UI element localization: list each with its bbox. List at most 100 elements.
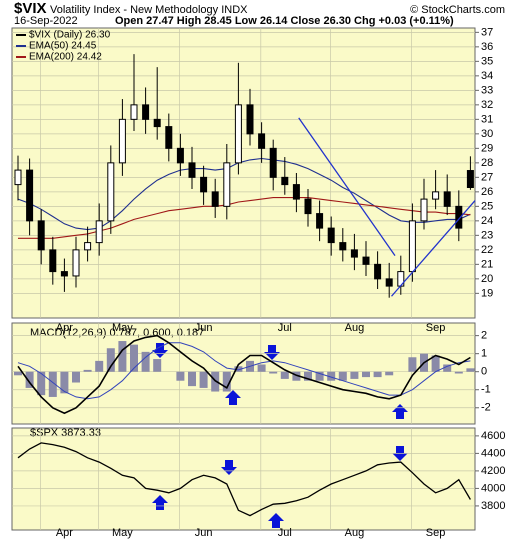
histogram-bar bbox=[362, 371, 370, 378]
candle-body bbox=[292, 184, 300, 200]
candle-body bbox=[432, 191, 440, 200]
x-tick-label: Aug bbox=[345, 527, 365, 539]
quote: Open 27.47 High 28.45 Low 26.14 Close 26… bbox=[115, 15, 454, 27]
histogram-bar bbox=[385, 371, 394, 376]
y-tick-label: 25 bbox=[481, 200, 493, 212]
y-tick-label: 37 bbox=[481, 26, 493, 38]
y-tick-label: -2 bbox=[481, 402, 491, 414]
histogram-bar bbox=[315, 371, 324, 381]
histogram-bar bbox=[466, 368, 475, 372]
candle-body bbox=[362, 256, 370, 265]
arrow bbox=[152, 343, 168, 358]
histogram-bar bbox=[269, 371, 278, 374]
y-tick-label: 2 bbox=[481, 330, 487, 342]
candle-body bbox=[350, 249, 358, 258]
y-tick-label: 33 bbox=[481, 84, 493, 96]
arrow bbox=[225, 390, 241, 405]
candle-body bbox=[443, 191, 451, 207]
candle-body bbox=[49, 249, 57, 273]
x-tick-label: May bbox=[112, 527, 133, 539]
histogram-bar bbox=[176, 371, 185, 381]
histogram-bar bbox=[188, 371, 196, 387]
histogram-bar bbox=[454, 371, 463, 374]
y-tick-label: 28 bbox=[481, 157, 493, 169]
y-tick-label: 1 bbox=[481, 348, 487, 360]
histogram-bar bbox=[350, 371, 359, 379]
histogram-bar bbox=[338, 371, 347, 381]
trendline bbox=[298, 117, 396, 257]
candle-body bbox=[211, 191, 219, 207]
y-tick-label: 4400 bbox=[481, 447, 505, 459]
y-tick-label: 26 bbox=[481, 186, 493, 198]
candle-body bbox=[200, 176, 208, 193]
candle-body bbox=[107, 162, 115, 222]
candle-body bbox=[130, 104, 138, 120]
y-tick-label: 21 bbox=[481, 258, 493, 270]
histogram-bar bbox=[408, 357, 417, 372]
y-tick-label: 36 bbox=[481, 41, 493, 53]
histogram-bar bbox=[234, 366, 243, 372]
y-tick-label: 32 bbox=[481, 99, 493, 111]
candle-body bbox=[118, 118, 126, 164]
candle-body bbox=[84, 242, 92, 251]
candle-body bbox=[95, 220, 103, 244]
candle-body bbox=[466, 170, 474, 189]
candle-body bbox=[281, 176, 289, 186]
histogram-bar bbox=[199, 371, 208, 388]
trendline bbox=[391, 200, 476, 297]
candle-body bbox=[142, 104, 150, 120]
candle-body bbox=[14, 169, 22, 186]
candle-body bbox=[246, 104, 254, 135]
histogram-bar bbox=[83, 369, 92, 372]
histogram-bar bbox=[373, 371, 382, 378]
y-tick-label: 31 bbox=[481, 113, 493, 125]
candle-body bbox=[223, 162, 231, 207]
candle-body bbox=[26, 169, 34, 222]
candle-body bbox=[304, 198, 312, 215]
y-tick-label: 29 bbox=[481, 142, 493, 154]
x-tick-label: Apr bbox=[56, 322, 73, 334]
histogram-bar bbox=[153, 359, 162, 372]
histogram-bar bbox=[72, 371, 80, 383]
histogram-bar bbox=[327, 371, 336, 381]
histogram-bar bbox=[222, 371, 231, 392]
candle-body bbox=[455, 205, 463, 229]
histogram-bar bbox=[130, 344, 138, 372]
legend-label: EMA(200) 24.42 bbox=[29, 52, 102, 63]
price-panel bbox=[11, 27, 476, 319]
histogram-bar bbox=[257, 364, 266, 372]
candle-body bbox=[165, 126, 173, 149]
candle-body bbox=[385, 278, 393, 287]
x-tick-label: Jun bbox=[195, 527, 213, 539]
histogram-bar bbox=[95, 360, 104, 372]
candle-body bbox=[339, 242, 347, 251]
x-tick-label: Sep bbox=[426, 322, 446, 334]
histogram-bar bbox=[141, 351, 150, 372]
histogram-bar bbox=[25, 371, 34, 388]
y-tick-label: 34 bbox=[481, 70, 493, 82]
legend-label: EMA(50) 24.45 bbox=[29, 41, 97, 52]
ema-line bbox=[17, 157, 471, 231]
histogram-bar bbox=[292, 371, 301, 381]
candle-body bbox=[374, 263, 382, 280]
candle-body bbox=[153, 118, 161, 128]
y-tick-label: 23 bbox=[481, 229, 493, 241]
candle-body bbox=[188, 162, 196, 178]
macd-line bbox=[17, 334, 471, 415]
legend-label: $VIX (Daily) 26.30 bbox=[29, 30, 111, 41]
arrow bbox=[264, 345, 280, 360]
candle-body bbox=[408, 220, 416, 273]
spx-panel bbox=[11, 427, 476, 531]
y-tick-label: 22 bbox=[481, 244, 493, 256]
y-tick-label: 0 bbox=[481, 366, 487, 378]
x-tick-label: Jul bbox=[278, 527, 292, 539]
x-tick-label: Sep bbox=[426, 527, 446, 539]
candle-body bbox=[327, 227, 335, 244]
candle-body bbox=[234, 104, 242, 164]
y-tick-label: 19 bbox=[481, 287, 493, 299]
y-tick-label: 20 bbox=[481, 273, 493, 285]
histogram-bar bbox=[280, 371, 289, 379]
candle-body bbox=[258, 133, 266, 149]
